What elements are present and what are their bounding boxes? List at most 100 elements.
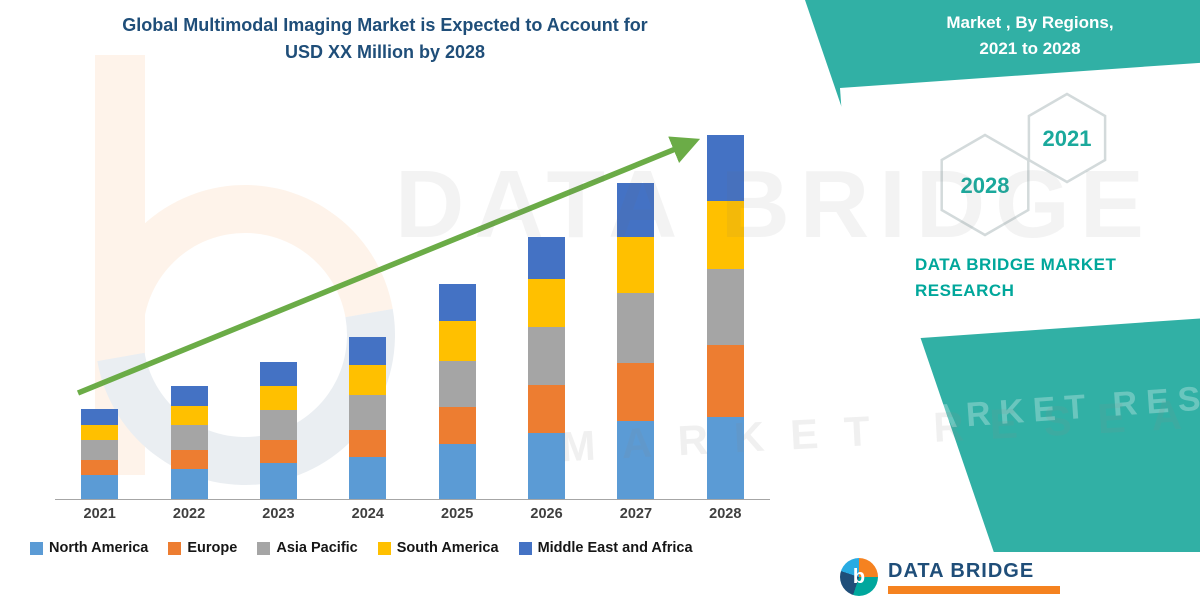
x-tick-label: 2025 xyxy=(441,506,474,522)
stacked-bar-2021 xyxy=(81,409,119,499)
bar-segment xyxy=(438,407,476,444)
bar-segment xyxy=(259,440,297,463)
bar-segment xyxy=(170,425,208,450)
x-tick-label: 2023 xyxy=(262,506,295,522)
bar-segment xyxy=(170,450,208,469)
bar-segment xyxy=(81,460,119,475)
bar-segment xyxy=(349,337,387,365)
bar-segment xyxy=(528,385,566,433)
hexagon-year-front: 2021 xyxy=(1043,126,1092,151)
title-line-2: USD XX Million by 2028 xyxy=(284,42,486,62)
footer-wordmark: DATA BRIDGE xyxy=(888,560,1060,594)
bar-segment xyxy=(81,409,119,425)
footer-logo: b DATA BRIDGE xyxy=(840,558,1060,596)
hexagon-2021 xyxy=(1027,92,1107,184)
bar-segment xyxy=(259,410,297,440)
legend-swatch xyxy=(257,541,271,555)
bar-column-2028 xyxy=(681,130,770,499)
stacked-bar-2026 xyxy=(528,237,566,499)
bar-segment xyxy=(706,345,744,417)
legend-item: Europe xyxy=(168,540,237,556)
bar-column-2024 xyxy=(323,130,412,499)
legend-label: Middle East and Africa xyxy=(537,540,693,556)
legend-swatch xyxy=(518,541,532,555)
x-tick-label: 2027 xyxy=(619,506,653,522)
x-tick-label: 2022 xyxy=(172,506,206,522)
stacked-bar-plot xyxy=(55,130,770,500)
x-tick-label: 2028 xyxy=(709,506,742,522)
year-hexagons: 2028 2021 xyxy=(940,92,1107,237)
bar-column-2023 xyxy=(234,130,323,499)
bar-segment xyxy=(349,395,387,430)
stacked-bar-2023 xyxy=(259,362,297,499)
stacked-bar-2028 xyxy=(706,135,744,499)
chart-legend: North America Europe Asia Pacific South Ame… xyxy=(30,540,790,556)
bar-segment xyxy=(617,293,655,363)
bar-segment xyxy=(438,361,476,407)
right-decor-panel: MARKET RESEARCH Market , By Regions, 202… xyxy=(780,0,1200,600)
bar-segment xyxy=(528,327,566,385)
legend-label: South America xyxy=(396,540,499,556)
bar-segment xyxy=(528,433,566,499)
bar-segment xyxy=(617,421,655,499)
bar-segment xyxy=(259,362,297,386)
legend-item: South America xyxy=(377,540,499,556)
bar-segment xyxy=(259,463,297,499)
bar-segment xyxy=(349,430,387,457)
legend-label: Asia Pacific xyxy=(276,540,358,556)
bar-segment xyxy=(528,279,566,327)
banner: Market , By Regions, 2021 to 2028 xyxy=(880,10,1180,63)
bar-column-2027 xyxy=(591,130,680,499)
bar-segment xyxy=(170,386,208,406)
x-tick-label: 2024 xyxy=(351,506,384,522)
bar-segment xyxy=(706,135,744,201)
bar-segment xyxy=(528,237,566,279)
bar-column-2022 xyxy=(144,130,233,499)
legend-item: Asia Pacific xyxy=(257,540,358,556)
bar-segment xyxy=(81,475,119,499)
bar-segment xyxy=(81,425,119,440)
legend-label: Europe xyxy=(187,540,238,556)
legend-swatch xyxy=(30,541,43,555)
bar-segment xyxy=(349,457,387,499)
x-tick-label: 2021 xyxy=(83,506,116,522)
bar-segment xyxy=(170,469,208,499)
legend-item: Middle East and Africa xyxy=(518,540,693,556)
footer-brand-name: DATA BRIDGE xyxy=(888,560,1035,582)
bar-segment xyxy=(170,406,208,425)
banner-line-2: 2021 to 2028 xyxy=(979,39,1081,59)
stacked-bar-2022 xyxy=(170,386,208,499)
legend-swatch xyxy=(377,541,391,555)
bar-segment xyxy=(259,386,297,410)
bar-segment xyxy=(706,201,744,269)
legend-swatch xyxy=(168,541,182,555)
bar-segment xyxy=(706,269,744,345)
bar-segment xyxy=(706,417,744,499)
bar-column-2021 xyxy=(55,130,144,499)
bar-segment xyxy=(438,321,476,361)
stacked-bar-2025 xyxy=(438,284,476,499)
page-title: Global Multimodal Imaging Market is Expe… xyxy=(40,12,730,66)
x-tick-label: 2026 xyxy=(530,506,563,522)
bar-column-2025 xyxy=(413,130,502,499)
bar-segment xyxy=(438,444,476,499)
brand-name-text: DATA BRIDGE MARKET RESEARCH xyxy=(915,255,1117,301)
hexagon-year-back: 2028 xyxy=(961,173,1010,198)
bar-column-2026 xyxy=(502,130,591,499)
footer-orange-bar xyxy=(888,586,1060,594)
brand-monogram-icon: b xyxy=(840,558,878,596)
bar-segment xyxy=(617,237,655,293)
banner-line-1: Market , By Regions, xyxy=(946,13,1114,32)
title-line-1: Global Multimodal Imaging Market is Expe… xyxy=(122,15,648,35)
bar-segment xyxy=(438,284,476,321)
stacked-bar-2027 xyxy=(617,183,655,499)
bar-segment xyxy=(617,363,655,421)
stacked-bar-2024 xyxy=(349,337,387,499)
bar-segment xyxy=(349,365,387,395)
bar-segment xyxy=(81,440,119,460)
x-axis-tick-row: 2021 2022 2023 2024 2025 2026 2027 2028 xyxy=(55,506,770,522)
legend-label: North America xyxy=(49,540,149,556)
bar-segment xyxy=(617,183,655,237)
legend-item: North America xyxy=(30,540,148,556)
